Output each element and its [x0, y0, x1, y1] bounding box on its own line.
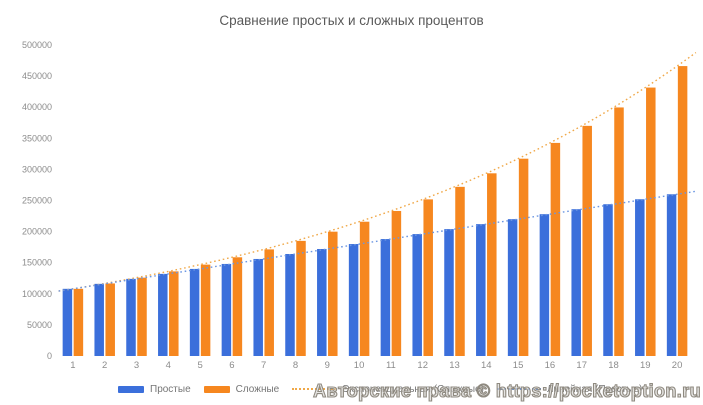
y-axis-tick: 450000	[22, 71, 52, 81]
bar-Сложные-10	[359, 221, 370, 356]
x-axis-tick: 7	[261, 360, 266, 371]
x-axis-tick: 11	[386, 360, 396, 371]
x-axis-tick: 19	[640, 360, 651, 371]
x-axis-tick: 12	[417, 360, 428, 371]
x-axis-tick: 2	[102, 360, 107, 371]
bar-Сложные-14	[487, 173, 497, 356]
bar-Сложные-19	[646, 87, 656, 356]
x-axis-tick: 20	[672, 360, 683, 371]
legend-swatch-exponential-trend	[292, 388, 337, 390]
x-axis-tick: 8	[293, 360, 298, 371]
bar-Простые-5	[189, 268, 200, 356]
bar-Сложные-1	[73, 288, 84, 356]
bar-Сложные-13	[455, 186, 465, 356]
x-axis-tick: 17	[576, 360, 587, 371]
legend-item-compound: Сложные	[203, 383, 280, 395]
bar-Простые-3	[126, 278, 136, 356]
chart-title: Сравнение простых и сложных процентов	[219, 13, 484, 28]
bar-Сложные-17	[582, 125, 592, 356]
legend-item-exp-trend: Экспоненциальная (Сложные)	[292, 384, 484, 395]
bar-Простые-9	[317, 249, 327, 356]
x-axis-tick: 5	[197, 360, 202, 371]
bar-Сложные-5	[200, 264, 211, 356]
bar-Простые-8	[285, 253, 295, 356]
x-axis-tick: 14	[481, 360, 492, 371]
bar-Сложные-6	[232, 257, 243, 356]
bar-Простые-12	[412, 234, 422, 356]
legend-item-simple: Простые	[118, 384, 191, 395]
bar-Сложные-2	[105, 283, 115, 356]
trendline-exponential	[58, 52, 697, 292]
trendline-linear	[58, 190, 697, 292]
bar-Сложные-12	[423, 199, 433, 356]
x-axis-tick: 16	[545, 360, 556, 371]
y-axis-tick: 400000	[22, 102, 52, 112]
bar-Сложные-16	[550, 142, 561, 356]
y-axis-tick: 350000	[22, 133, 52, 143]
bar-Простые-20	[666, 194, 677, 356]
x-axis-tick: 15	[513, 360, 524, 371]
x-axis-tick: 9	[325, 360, 330, 371]
y-axis-tick: 150000	[22, 258, 52, 268]
y-axis-tick: 200000	[22, 227, 52, 237]
x-axis-tick: 13	[449, 360, 460, 371]
x-axis-tick: 4	[166, 360, 171, 371]
bar-Простые-13	[444, 229, 454, 356]
bar-Простые-15	[507, 219, 518, 356]
legend-label-simple: Простые	[150, 383, 191, 395]
x-axis-tick: 6	[229, 360, 234, 371]
bar-Простые-11	[380, 239, 391, 356]
bar-Сложные-9	[328, 231, 338, 356]
bar-Простые-19	[635, 199, 645, 356]
bar-Простые-2	[94, 283, 104, 356]
legend-label-linear-trend: Линейная (Простые)	[546, 383, 643, 395]
y-axis-tick: 500000	[22, 40, 52, 50]
y-axis-tick: 100000	[22, 289, 52, 299]
bar-Сложные-7	[264, 249, 274, 356]
bar-Простые-10	[348, 244, 359, 356]
bar-Сложные-15	[518, 158, 529, 356]
x-axis-tick: 18	[608, 360, 619, 371]
bar-Сложные-11	[391, 210, 402, 356]
legend-item-lin-trend: Линейная (Простые)	[496, 383, 643, 395]
bar-Сложные-18	[614, 107, 624, 356]
y-axis-tick: 250000	[22, 196, 52, 206]
bar-Простые-6	[221, 263, 232, 356]
bar-Простые-18	[603, 204, 613, 356]
x-axis-tick: 3	[134, 360, 139, 371]
legend-swatch-linear-trend	[496, 388, 541, 390]
bar-Сложные-8	[296, 240, 306, 356]
bar-Простые-1	[62, 288, 73, 356]
bar-Сложные-20	[677, 66, 688, 356]
x-axis-tick: 1	[70, 360, 75, 371]
bar-Простые-7	[253, 258, 263, 356]
legend-swatch-simple	[118, 385, 144, 393]
bar-Сложные-3	[137, 277, 147, 356]
y-axis-tick: 0	[47, 351, 52, 361]
bar-Сложные-4	[169, 271, 179, 356]
legend-label-exponential-trend: Экспоненциальная (Сложные)	[342, 383, 484, 395]
x-axis-tick: 10	[354, 360, 365, 371]
y-axis-tick: 50000	[27, 320, 52, 330]
legend-swatch-compound	[203, 385, 230, 393]
bar-Простые-16	[539, 214, 550, 356]
bar-Простые-17	[571, 209, 581, 356]
y-axis-tick: 300000	[22, 164, 52, 174]
chart-legend: Простые Сложные Экспоненциальная (Сложны…	[118, 382, 642, 396]
bar-Простые-14	[476, 224, 486, 356]
legend-label-compound: Сложные	[235, 383, 280, 395]
bar-Простые-4	[158, 273, 168, 356]
copyright-watermark: Авторские права © https://pocketoption.r…	[313, 380, 702, 401]
